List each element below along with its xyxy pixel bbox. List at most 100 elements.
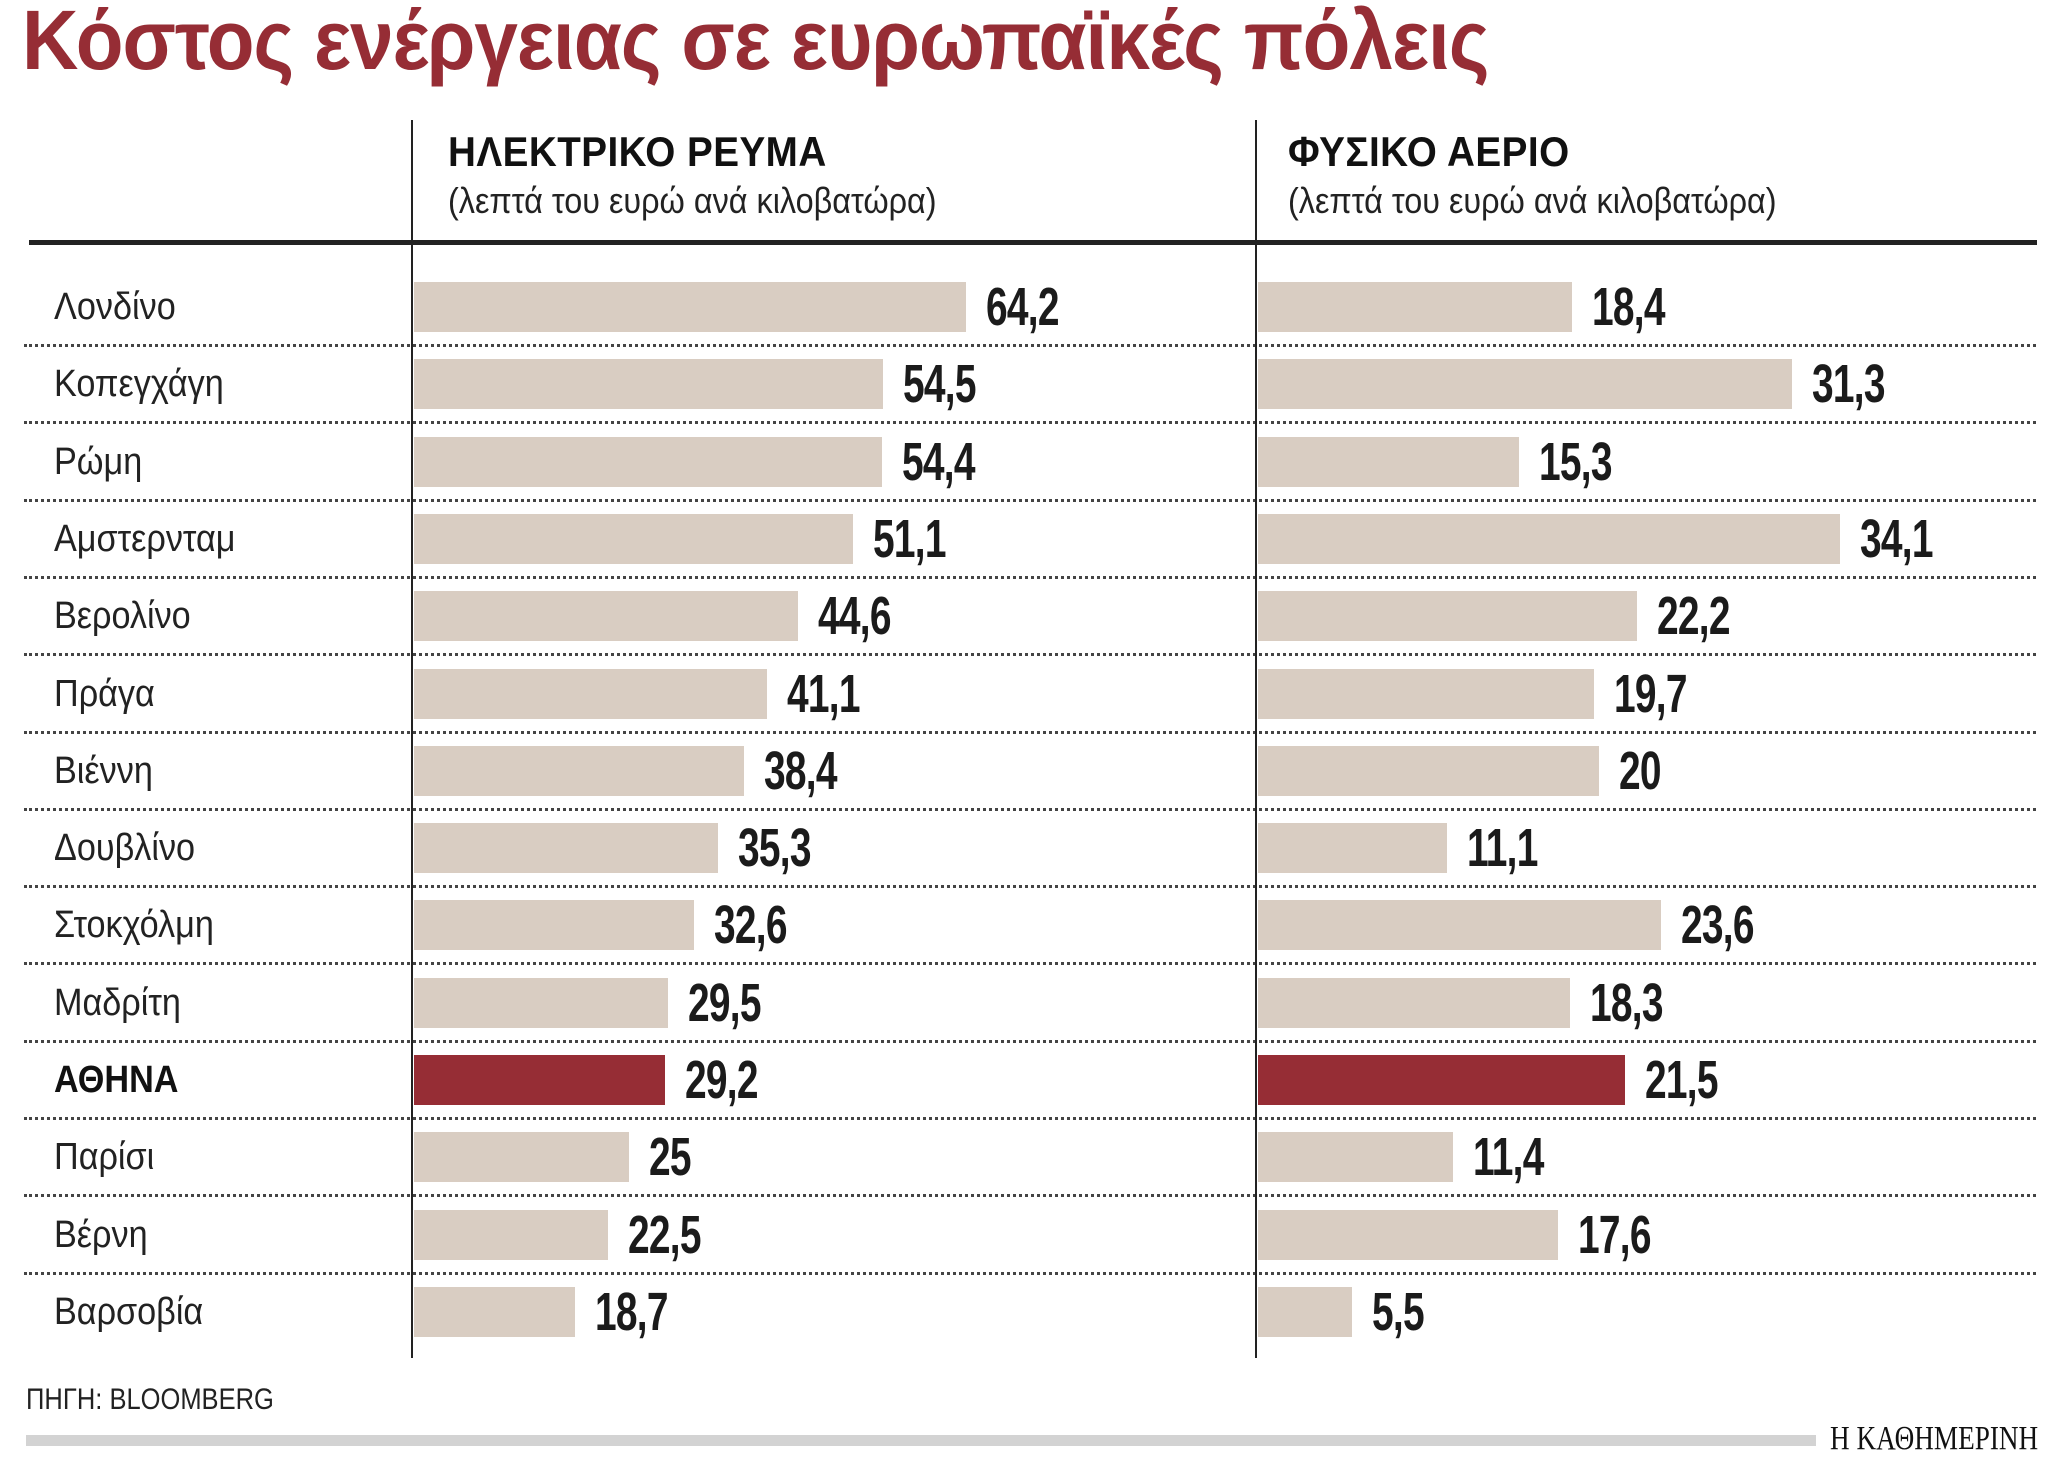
electricity-bar [414,1286,575,1337]
gas-value: 18,3 [1590,972,1664,1033]
gas-bar [1258,1055,1625,1105]
gas-value: 19,7 [1614,663,1688,724]
gas-column-header: ΦΥΣΙΚΟ ΑΕΡΙΟ (λεπτά του ευρώ ανά κιλοβατ… [1288,128,1831,222]
gas-bar [1258,359,1793,410]
table-row: Πράγα 41,1 19,7 [0,657,2048,734]
gas-value: 17,6 [1578,1204,1652,1265]
electricity-value: 41,1 [787,663,861,724]
city-label: Βερολίνο [54,595,191,638]
electricity-value: 51,1 [873,508,947,569]
gas-bar [1258,823,1448,874]
city-label: Βέρνη [54,1213,148,1256]
table-row: Παρίσι 25 11,4 [0,1120,2048,1198]
electricity-value: 25 [649,1127,692,1188]
electricity-value: 54,5 [902,354,977,415]
gas-bar [1258,436,1520,487]
gas-value: 18,4 [1592,277,1666,337]
city-label: Βιέννη [54,749,153,792]
gas-bar [1258,900,1661,951]
table-row: Βιέννη 38,4 20 [0,734,2048,811]
table-row: Βαρσοβία 18,7 5,5 [0,1275,2048,1352]
electricity-bar [414,977,668,1028]
table-row: ΑΘΗΝΑ 29,2 21,5 [0,1043,2048,1120]
row-divider [24,730,2036,734]
electricity-bar [414,436,882,487]
gas-bar [1258,745,1600,796]
city-label: Βαρσοβία [54,1290,204,1333]
gas-value: 23,6 [1680,895,1755,956]
row-divider [24,962,2036,966]
gas-value: 31,3 [1812,354,1886,415]
electricity-bar [414,1132,629,1183]
electricity-value: 32,6 [714,895,788,956]
gas-bar [1258,977,1571,1028]
electricity-column-header: ΗΛΕΚΤΡΙΚΟ ΡΕΥΜΑ (λεπτά του ευρώ ανά κιλο… [448,128,991,222]
gas-bar [1258,1209,1559,1260]
city-label: Πράγα [54,672,155,715]
gas-bar [1258,282,1573,332]
city-label: Παρίσι [54,1136,155,1179]
electricity-bar [414,823,718,874]
table-row: Δουβλίνο 35,3 11,1 [0,811,2048,889]
city-label: Στοκχόλμη [54,904,214,947]
gas-axis-line [1255,120,1257,1358]
city-label: Κοπεγχάγη [54,363,224,406]
gas-unit: (λεπτά του ευρώ ανά κιλοβατώρα) [1288,180,1777,221]
table-row: Κοπεγχάγη 54,5 31,3 [0,347,2048,425]
gas-value: 34,1 [1860,508,1934,569]
electricity-bar [414,668,768,719]
electricity-value: 29,2 [685,1050,759,1110]
table-row: Βέρνη 22,5 17,6 [0,1198,2048,1275]
electricity-axis-line [411,120,413,1358]
gas-bar [1258,1132,1453,1183]
row-divider [24,653,2036,657]
table-row: Μαδρίτη 29,5 18,3 [0,966,2048,1043]
row-divider [24,1039,2036,1043]
city-label: Δουβλίνο [54,827,196,870]
row-divider [24,1271,2036,1275]
electricity-value: 35,3 [737,818,812,879]
row-divider [24,421,2036,425]
electricity-bar [414,591,798,642]
table-row: Βερολίνο 44,6 22,2 [0,579,2048,657]
electricity-bar [414,1209,608,1260]
gas-heading: ΦΥΣΙΚΟ ΑΕΡΙΟ [1288,128,1570,175]
row-divider [24,885,2036,889]
electricity-value: 44,6 [817,586,892,647]
gas-value: 20 [1619,740,1662,801]
city-label: ΑΘΗΝΑ [54,1059,179,1101]
electricity-heading: ΗΛΕΚΤΡΙΚΟ ΡΕΥΜΑ [448,128,827,175]
city-label: Μαδρίτη [54,981,181,1024]
gas-bar [1258,668,1595,719]
gas-value: 5,5 [1371,1281,1425,1342]
publisher-logo: Η ΚΑΘΗΜΕΡΙΝΗ [1830,1420,2039,1457]
city-label: Ρώμη [54,440,143,483]
electricity-bar [414,900,695,951]
row-divider [24,575,2036,579]
row-divider [24,807,2036,811]
row-divider [24,498,2036,502]
city-label: Λονδίνο [54,286,176,328]
electricity-bar [414,513,854,564]
row-divider [24,1194,2036,1198]
electricity-bar [414,745,745,796]
source-note: ΠΗΓΗ: BLOOMBERG [26,1383,274,1416]
gas-value: 22,2 [1656,586,1731,647]
gas-bar [1258,513,1841,564]
gas-value: 21,5 [1645,1050,1719,1110]
gas-value: 11,4 [1472,1127,1544,1188]
chart-title: Κόστος ενέργειας σε ευρωπαϊκές πόλεις [22,0,1490,87]
city-label: Αμστερνταμ [54,517,236,560]
footer-bar [26,1435,1816,1446]
gas-bar [1258,591,1637,642]
header-rule [29,240,2037,245]
electricity-value: 64,2 [986,277,1060,337]
row-divider [24,1117,2036,1120]
gas-value: 15,3 [1539,431,1613,492]
electricity-value: 38,4 [764,740,838,801]
electricity-value: 22,5 [627,1204,702,1265]
gas-bar [1258,1286,1352,1337]
electricity-value: 18,7 [594,1281,669,1342]
gas-value: 11,1 [1467,818,1539,879]
electricity-bar [414,1055,666,1105]
